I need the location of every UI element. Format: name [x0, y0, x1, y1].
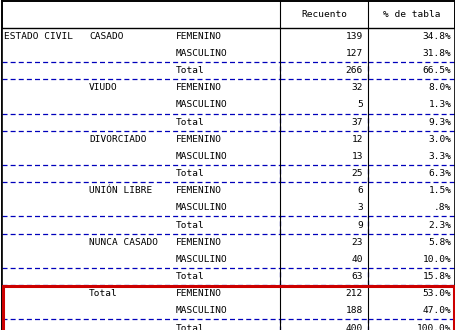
Bar [2, 131, 454, 148]
Text: 212: 212 [345, 289, 362, 298]
Text: MASCULINO: MASCULINO [175, 100, 227, 110]
Text: 5: 5 [356, 100, 362, 110]
Text: .8%: .8% [433, 203, 450, 213]
Text: 13: 13 [351, 152, 362, 161]
Text: FEMENINO: FEMENINO [175, 289, 221, 298]
Text: 3.0%: 3.0% [428, 135, 450, 144]
Text: MASCULINO: MASCULINO [175, 255, 227, 264]
Text: FEMENINO: FEMENINO [175, 135, 221, 144]
Text: 25: 25 [351, 169, 362, 178]
Text: 63: 63 [351, 272, 362, 281]
Text: 188: 188 [345, 306, 362, 315]
Text: Total: Total [175, 169, 204, 178]
Text: 9.3%: 9.3% [428, 117, 450, 127]
Text: 9: 9 [356, 220, 362, 230]
Text: MASCULINO: MASCULINO [175, 203, 227, 213]
Bar [2, 114, 454, 131]
Text: 8.0%: 8.0% [428, 83, 450, 92]
Text: 31.8%: 31.8% [422, 49, 450, 58]
Text: 6.3%: 6.3% [428, 169, 450, 178]
Bar [2, 319, 454, 330]
Text: 400: 400 [345, 323, 362, 330]
Text: 10.0%: 10.0% [422, 255, 450, 264]
Text: 6: 6 [356, 186, 362, 195]
Text: Total: Total [175, 117, 204, 127]
Text: 40: 40 [351, 255, 362, 264]
Text: 127: 127 [345, 49, 362, 58]
Bar [2, 216, 454, 234]
Text: FEMENINO: FEMENINO [175, 83, 221, 92]
Text: 3: 3 [356, 203, 362, 213]
Text: 1.5%: 1.5% [428, 186, 450, 195]
Text: FEMENINO: FEMENINO [175, 32, 221, 41]
Text: 37: 37 [351, 117, 362, 127]
Text: 5.8%: 5.8% [428, 238, 450, 247]
Bar [2, 285, 454, 302]
Text: 100.0%: 100.0% [416, 323, 450, 330]
Text: MASCULINO: MASCULINO [175, 306, 227, 315]
Text: 34.8%: 34.8% [422, 32, 450, 41]
Text: Total: Total [175, 272, 204, 281]
Bar [2, 45, 454, 62]
Bar [2, 251, 454, 268]
Bar [2, 148, 454, 165]
Text: 266: 266 [345, 66, 362, 75]
Bar [2, 96, 454, 114]
Text: Total: Total [175, 220, 204, 230]
Text: UNIÓN LIBRE: UNIÓN LIBRE [89, 186, 152, 195]
Text: MASCULINO: MASCULINO [175, 152, 227, 161]
Bar [2, 268, 454, 285]
Bar [2, 182, 454, 199]
Text: 32: 32 [351, 83, 362, 92]
Text: 12: 12 [351, 135, 362, 144]
Text: 66.5%: 66.5% [422, 66, 450, 75]
Text: % de tabla: % de tabla [382, 10, 440, 19]
Text: 23: 23 [351, 238, 362, 247]
Text: VIUDO: VIUDO [89, 83, 117, 92]
Bar [2, 62, 454, 79]
Text: Total: Total [175, 66, 204, 75]
Text: FEMENINO: FEMENINO [175, 238, 221, 247]
Text: FEMENINO: FEMENINO [175, 186, 221, 195]
Bar [3, 286, 453, 330]
Bar [2, 302, 454, 319]
Text: Recuento: Recuento [301, 10, 347, 19]
Text: 15.8%: 15.8% [422, 272, 450, 281]
Text: 47.0%: 47.0% [422, 306, 450, 315]
Bar [2, 199, 454, 216]
Text: DIVORCIADO: DIVORCIADO [89, 135, 146, 144]
Bar [2, 234, 454, 251]
Text: MASCULINO: MASCULINO [175, 49, 227, 58]
Bar [2, 165, 454, 182]
Text: 2.3%: 2.3% [428, 220, 450, 230]
Text: 3.3%: 3.3% [428, 152, 450, 161]
Text: 1.3%: 1.3% [428, 100, 450, 110]
Text: NUNCA CASADO: NUNCA CASADO [89, 238, 157, 247]
Text: Total: Total [89, 289, 117, 298]
Bar [2, 28, 454, 45]
Bar [2, 79, 454, 96]
Text: CASADO: CASADO [89, 32, 123, 41]
Text: ESTADO CIVIL: ESTADO CIVIL [4, 32, 72, 41]
Text: 53.0%: 53.0% [422, 289, 450, 298]
Text: 139: 139 [345, 32, 362, 41]
Text: Total: Total [175, 323, 204, 330]
